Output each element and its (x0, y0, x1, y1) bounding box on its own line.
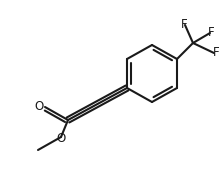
Text: F: F (213, 46, 219, 60)
Text: F: F (181, 18, 187, 30)
Text: O: O (56, 132, 66, 144)
Text: O: O (34, 101, 44, 113)
Text: F: F (208, 26, 214, 38)
